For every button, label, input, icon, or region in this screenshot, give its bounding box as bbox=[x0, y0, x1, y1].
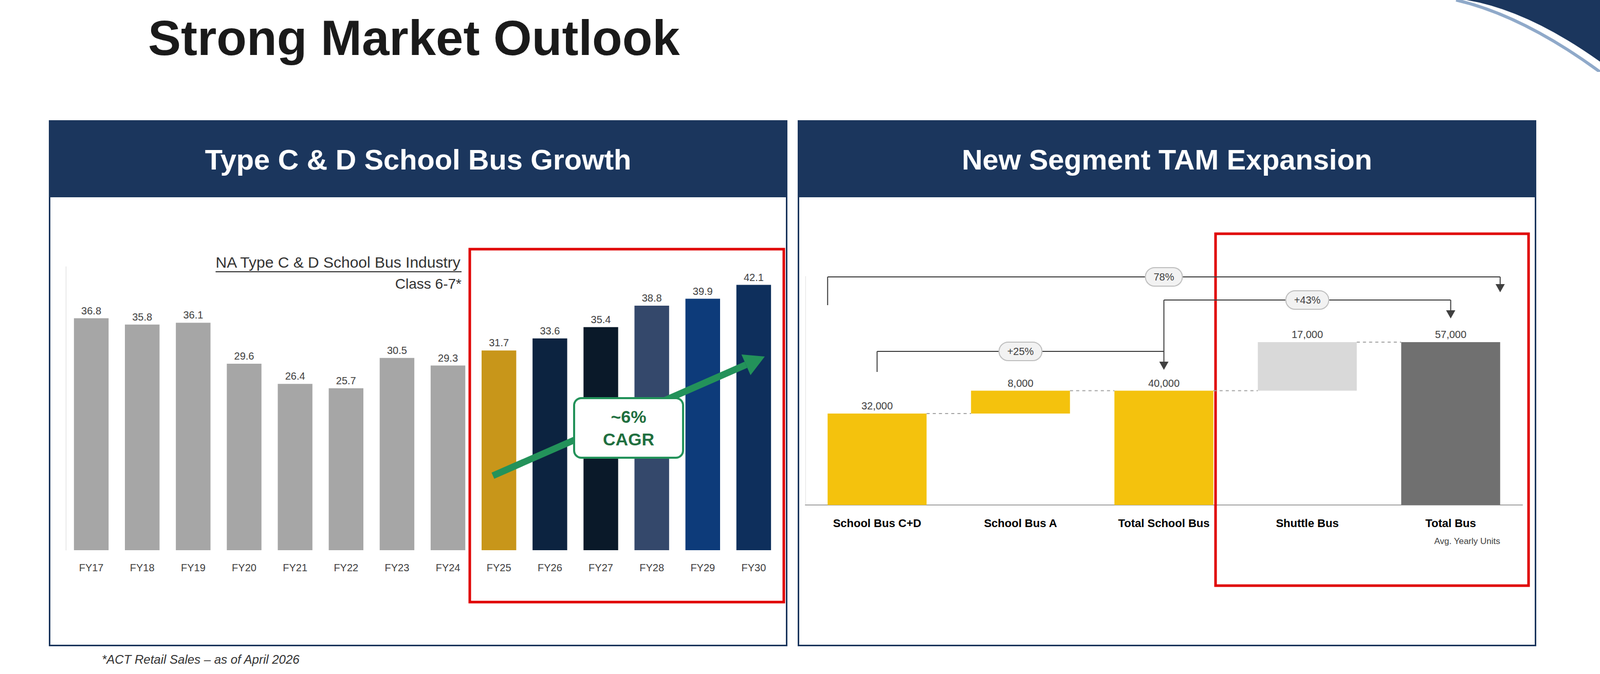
html-text:Type C & D School Bus Growth: Type C & D School Bus Growth bbox=[204, 143, 632, 176]
svg-text:8,000: 8,000 bbox=[1007, 377, 1034, 390]
svg-text:FY20: FY20 bbox=[231, 562, 257, 574]
svg-text:FY23: FY23 bbox=[384, 562, 410, 574]
svg-text:+25%: +25% bbox=[1007, 345, 1035, 358]
svg-text:Shuttle Bus: Shuttle Bus bbox=[1275, 517, 1339, 530]
svg-text:FY21: FY21 bbox=[282, 562, 308, 574]
svg-text:33.6: 33.6 bbox=[539, 325, 560, 337]
svg-text:40,000: 40,000 bbox=[1148, 377, 1180, 390]
html-text:New Segment TAM Expansion: New Segment TAM Expansion bbox=[961, 143, 1373, 176]
svg-text:36.1: 36.1 bbox=[182, 309, 204, 321]
svg-text:FY27: FY27 bbox=[588, 562, 614, 574]
svg-text:36.8: 36.8 bbox=[81, 305, 102, 317]
svg-text:FY22: FY22 bbox=[333, 562, 359, 574]
html-text:Strong Market Outlook: Strong Market Outlook bbox=[148, 10, 680, 66]
svg-text:35.4: 35.4 bbox=[591, 314, 612, 326]
html-text:*ACT Retail Sales – as of Apri: *ACT Retail Sales – as of April 2026 bbox=[101, 652, 300, 667]
svg-text:57,000: 57,000 bbox=[1435, 328, 1467, 341]
svg-text:NA Type C & D School Bus Indus: NA Type C & D School Bus Industry bbox=[215, 253, 461, 271]
svg-text:42.1: 42.1 bbox=[743, 271, 764, 284]
svg-text:26.4: 26.4 bbox=[285, 370, 306, 382]
svg-text:32,000: 32,000 bbox=[861, 400, 893, 412]
svg-text:FY30: FY30 bbox=[741, 562, 767, 574]
svg-text:Total School Bus: Total School Bus bbox=[1117, 517, 1210, 530]
svg-text:FY25: FY25 bbox=[486, 562, 512, 574]
svg-text:School Bus A: School Bus A bbox=[983, 517, 1057, 530]
svg-text:FY26: FY26 bbox=[537, 562, 563, 574]
svg-text:39.9: 39.9 bbox=[692, 285, 713, 298]
svg-text:Total Bus: Total Bus bbox=[1425, 517, 1477, 530]
svg-text:~6%: ~6% bbox=[611, 407, 647, 427]
svg-text:+43%: +43% bbox=[1294, 294, 1321, 306]
svg-text:FY19: FY19 bbox=[180, 562, 206, 574]
svg-text:31.7: 31.7 bbox=[488, 337, 509, 349]
svg-text:FY28: FY28 bbox=[639, 562, 665, 574]
svg-text:25.7: 25.7 bbox=[336, 375, 357, 387]
svg-text:FY29: FY29 bbox=[690, 562, 715, 574]
svg-text:30.5: 30.5 bbox=[387, 344, 408, 357]
svg-text:FY18: FY18 bbox=[130, 562, 155, 574]
svg-text:Class 6-7*: Class 6-7* bbox=[395, 276, 462, 292]
svg-text:FY24: FY24 bbox=[435, 562, 461, 574]
svg-text:29.6: 29.6 bbox=[234, 350, 255, 362]
svg-text:FY17: FY17 bbox=[79, 562, 104, 574]
svg-text:CAGR: CAGR bbox=[602, 429, 655, 450]
svg-text:29.3: 29.3 bbox=[437, 352, 458, 364]
svg-text:35.8: 35.8 bbox=[132, 311, 153, 323]
svg-text:17,000: 17,000 bbox=[1291, 328, 1323, 341]
svg-text:78%: 78% bbox=[1153, 271, 1174, 283]
svg-text:School Bus C+D: School Bus C+D bbox=[833, 517, 922, 530]
svg-text:38.8: 38.8 bbox=[641, 292, 662, 304]
svg-text:Avg. Yearly Units: Avg. Yearly Units bbox=[1434, 536, 1501, 547]
